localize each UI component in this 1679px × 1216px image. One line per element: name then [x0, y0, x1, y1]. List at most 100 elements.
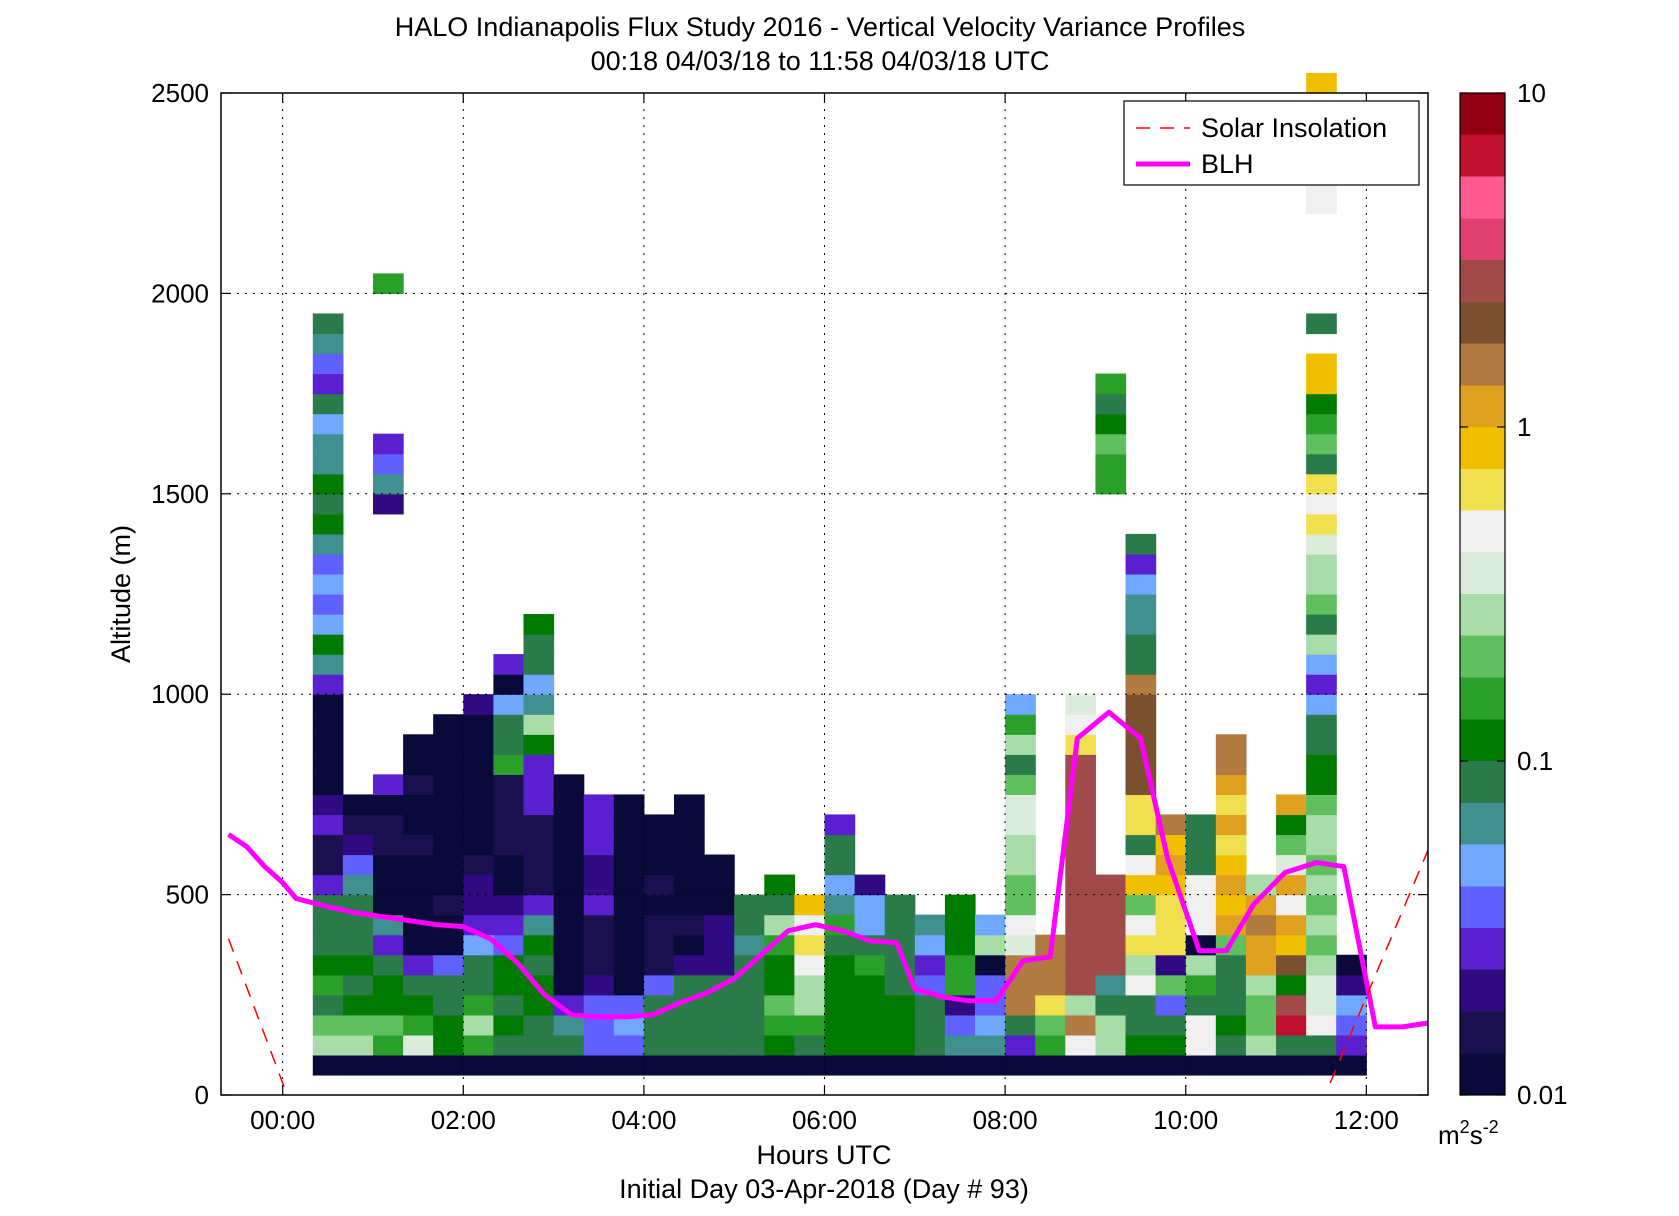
heatmap-cell — [854, 974, 886, 996]
x-tick-label: 06:00 — [792, 1105, 857, 1135]
heatmap-cell — [433, 854, 464, 876]
heatmap-cell — [1336, 1054, 1367, 1076]
heatmap-cell — [493, 674, 525, 695]
heatmap-cell — [764, 1014, 795, 1036]
heatmap-cell — [1095, 894, 1127, 916]
heatmap-cell — [1306, 493, 1337, 515]
heatmap-cell — [1095, 914, 1127, 936]
heatmap-cell — [312, 834, 344, 856]
x-tick-label: 04:00 — [611, 1105, 676, 1135]
heatmap-cell — [613, 1054, 645, 1076]
heatmap-cell — [1005, 874, 1036, 896]
heatmap-cell — [493, 794, 525, 816]
heatmap-cell — [1125, 674, 1157, 695]
heatmap-cell — [1276, 1054, 1307, 1076]
heatmap-cell — [794, 974, 826, 996]
heatmap-cell — [944, 974, 976, 996]
heatmap-cell — [1005, 914, 1036, 936]
heatmap-cell — [1005, 794, 1036, 816]
heatmap-cell — [613, 974, 645, 996]
heatmap-cell — [373, 273, 404, 294]
heatmap-cell — [854, 1014, 886, 1036]
heatmap-cell — [643, 874, 675, 896]
heatmap-cell — [463, 1034, 495, 1056]
heatmap-cell — [1215, 774, 1247, 795]
heatmap-cell — [373, 854, 404, 876]
heatmap-cell — [312, 714, 344, 735]
heatmap-cell — [553, 974, 585, 996]
heatmap-cell — [1276, 934, 1307, 956]
heatmap-cell — [613, 954, 645, 976]
heatmap-cell — [794, 894, 826, 916]
heatmap-cell — [463, 794, 495, 816]
heatmap-cell — [493, 994, 525, 1016]
heatmap-cell — [824, 1034, 856, 1056]
heatmap-cell — [1035, 1054, 1066, 1076]
x-tick-label: 02:00 — [431, 1105, 496, 1135]
heatmap-cell — [403, 974, 434, 996]
heatmap-cell — [643, 1014, 675, 1036]
heatmap-cell — [1065, 1014, 1096, 1036]
heatmap-cell — [1215, 954, 1247, 976]
heatmap-cell — [613, 854, 645, 876]
x-tick-label: 08:00 — [973, 1105, 1038, 1135]
heatmap-cell — [613, 874, 645, 896]
heatmap-cell — [583, 1054, 615, 1076]
heatmap-cell — [583, 974, 615, 996]
colorbar — [1459, 92, 1506, 1096]
heatmap-cell — [403, 1034, 434, 1056]
heatmap-cell — [553, 1054, 585, 1076]
heatmap-cell — [583, 994, 615, 1016]
heatmap-cell — [944, 1054, 976, 1076]
heatmap-cell — [1306, 193, 1337, 214]
heatmap-cell — [342, 794, 374, 816]
heatmap-cell — [1306, 453, 1337, 475]
heatmap-cell — [1276, 1014, 1307, 1036]
heatmap-cell — [312, 513, 344, 535]
heatmap-cell — [1095, 954, 1127, 976]
heatmap-cell — [643, 854, 675, 876]
heatmap-cell — [1185, 994, 1217, 1016]
heatmap-cell — [1306, 694, 1337, 715]
heatmap-cell — [1245, 914, 1277, 936]
x-tick-label: 00:00 — [250, 1105, 315, 1135]
heatmap-cell — [674, 1054, 705, 1076]
heatmap-cell — [1125, 573, 1157, 595]
heatmap-cell — [523, 994, 555, 1016]
heatmap-cell — [764, 1034, 795, 1056]
heatmap-cell — [463, 734, 495, 755]
heatmap-cell — [1276, 834, 1307, 856]
heatmap-cell — [1125, 874, 1157, 896]
heatmap-cell — [824, 934, 856, 956]
heatmap-cell — [312, 533, 344, 555]
heatmap-cell — [342, 974, 374, 996]
heatmap-cell — [1306, 934, 1337, 956]
heatmap-cell — [613, 1034, 645, 1056]
heatmap-cell — [1125, 754, 1157, 775]
heatmap-cell — [1065, 1034, 1096, 1056]
heatmap-cell — [553, 954, 585, 976]
heatmap-cell — [493, 714, 525, 735]
heatmap-cell — [1185, 974, 1217, 996]
heatmap-cell — [1276, 794, 1307, 816]
heatmap-cell — [1306, 634, 1337, 655]
heatmap-cell — [553, 934, 585, 956]
heatmap-cell — [884, 994, 916, 1016]
heatmap-cell — [312, 473, 344, 495]
heatmap-cell — [553, 854, 585, 876]
heatmap-cell — [312, 814, 344, 836]
heatmap-cell — [493, 914, 525, 936]
heatmap-cell — [403, 934, 434, 956]
heatmap-cell — [613, 814, 645, 836]
colorbar-tick-label: 0.01 — [1517, 1080, 1568, 1110]
heatmap-cell — [1095, 413, 1127, 435]
heatmap-cell — [1276, 954, 1307, 976]
heatmap-cell — [824, 954, 856, 976]
heatmap-cell — [1065, 874, 1096, 896]
heatmap-cell — [312, 553, 344, 575]
heatmap-cell — [312, 614, 344, 635]
heatmap-cell — [312, 634, 344, 655]
heatmap-cell — [1155, 914, 1187, 936]
heatmap-cell — [1276, 994, 1307, 1016]
heatmap-cell — [523, 1034, 555, 1056]
